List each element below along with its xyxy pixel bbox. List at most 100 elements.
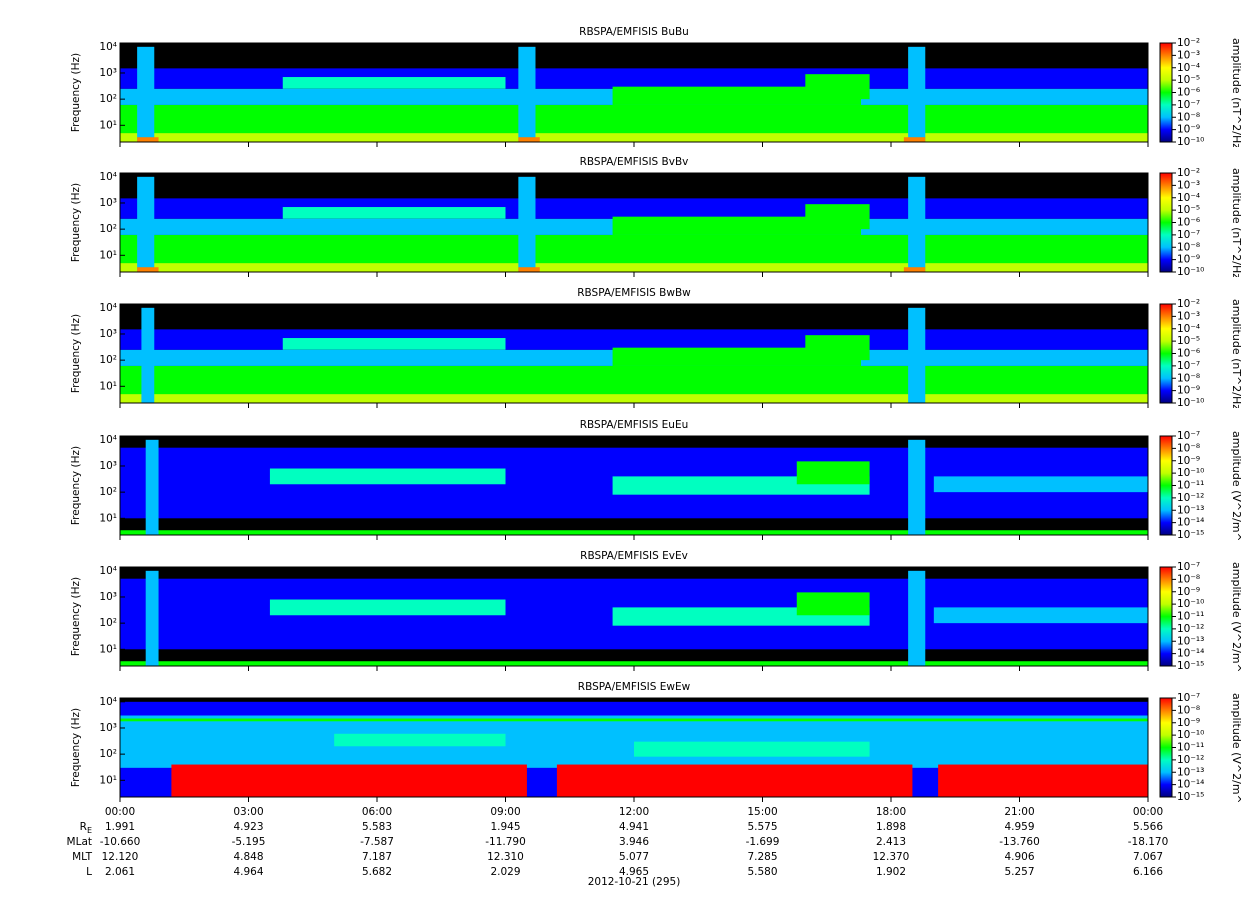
colorbar-tick-label: 10⁻¹¹ <box>1177 611 1204 623</box>
colorbar-tick-label: 10⁻⁷ <box>1177 692 1200 704</box>
colorbar-tick-label: 10⁻¹⁵ <box>1177 791 1204 803</box>
ephemeris-value: 4.923 <box>233 821 263 833</box>
panel-title: RBSPA/EMFISIS BwBw <box>577 287 691 299</box>
ephemeris-value: 1.902 <box>876 866 906 878</box>
spectral-feature <box>612 216 862 235</box>
y-axis-label: Frequency (Hz) <box>70 708 82 787</box>
colorbar-tick-label: 10⁻⁴ <box>1177 323 1200 335</box>
colorbar-tick-label: 10⁻³ <box>1177 179 1200 191</box>
y-tick-label: 10¹ <box>99 512 117 524</box>
ephemeris-value: 12.120 <box>102 851 139 863</box>
y-tick-label: 10⁴ <box>99 696 117 708</box>
panel-title: RBSPA/EMFISIS EuEu <box>580 419 689 431</box>
colorbar-tick-label: 10⁻¹⁰ <box>1177 729 1204 741</box>
ephemeris-value: 4.959 <box>1004 821 1034 833</box>
colorbar-label-clip: amplitude (nT^2/Hz) <box>1230 299 1243 414</box>
ephemeris-value: -1.699 <box>746 836 780 848</box>
x-tick-label: 06:00 <box>362 806 392 818</box>
spectral-feature <box>120 394 1148 403</box>
colorbar <box>1159 172 1173 273</box>
ephemeris-value: 1.898 <box>876 821 906 833</box>
y-tick-label: 10³ <box>99 328 117 340</box>
colorbar-tick-label: 10⁻¹⁴ <box>1177 517 1204 529</box>
spectral-feature <box>120 530 1148 535</box>
spectral-feature <box>120 329 1148 350</box>
spectral-feature <box>120 68 1148 89</box>
ephemeris-row-label: MLT <box>72 851 92 863</box>
colorbar-label: amplitude (V^2/m^2/Hz) <box>1230 431 1243 571</box>
spectral-feature <box>908 439 926 535</box>
spectral-feature <box>903 137 926 142</box>
ephemeris-value: 5.580 <box>747 866 777 878</box>
ephemeris-value: 6.166 <box>1133 866 1163 878</box>
ephemeris-value: 2.029 <box>490 866 520 878</box>
colorbar-label: amplitude (nT^2/Hz) <box>1230 168 1243 283</box>
y-tick-label: 10³ <box>99 591 117 603</box>
y-tick-label: 10² <box>99 354 117 366</box>
y-tick-label: 10¹ <box>99 119 117 131</box>
y-axis-label: Frequency (Hz) <box>70 314 82 393</box>
colorbar-label-clip: amplitude (nT^2/Hz) <box>1230 38 1243 153</box>
ephemeris-value: 4.906 <box>1004 851 1034 863</box>
y-tick-label: 10¹ <box>99 643 117 655</box>
ephemeris-label-text: MLT <box>72 851 92 863</box>
colorbar-label: amplitude (V^2/m^2/Hz) <box>1230 562 1243 702</box>
spectral-feature <box>518 176 536 272</box>
y-tick-label: 10¹ <box>99 249 117 261</box>
y-tick-label: 10⁴ <box>99 41 117 53</box>
colorbar-tick-label: 10⁻⁹ <box>1177 385 1200 397</box>
spectral-feature <box>282 207 506 219</box>
colorbar-tick-label: 10⁻¹² <box>1177 754 1204 766</box>
ephemeris-value: 5.257 <box>1004 866 1034 878</box>
y-tick-label: 10² <box>99 223 117 235</box>
spectral-feature <box>933 476 1148 493</box>
colorbar-tick-label: 10⁻⁶ <box>1177 217 1200 229</box>
colorbar-tick-label: 10⁻¹⁰ <box>1177 266 1204 278</box>
spectral-feature <box>938 764 1148 797</box>
y-tick-label: 10¹ <box>99 774 117 786</box>
spectral-feature <box>908 570 926 666</box>
colorbar-tick-label: 10⁻⁸ <box>1177 573 1200 585</box>
panel-title: RBSPA/EMFISIS BvBv <box>580 156 689 168</box>
colorbar-label: amplitude (nT^2/Hz) <box>1230 38 1243 153</box>
colorbar-tick-label: 10⁻⁷ <box>1177 561 1200 573</box>
colorbar-tick-label: 10⁻³ <box>1177 49 1200 61</box>
colorbar <box>1159 566 1173 667</box>
ephemeris-value: 4.941 <box>619 821 649 833</box>
spectral-feature <box>282 338 506 350</box>
spectral-feature <box>334 733 506 747</box>
colorbar-tick-label: 10⁻⁵ <box>1177 74 1200 86</box>
spectral-feature <box>805 204 870 230</box>
ephemeris-value: -10.660 <box>100 836 141 848</box>
spectral-feature <box>282 77 506 89</box>
ephemeris-row-label: RE <box>80 821 92 835</box>
spectral-feature <box>908 46 926 143</box>
ephemeris-value: 12.370 <box>873 851 910 863</box>
colorbar <box>1159 697 1173 798</box>
colorbar-tick-label: 10⁻⁷ <box>1177 430 1200 442</box>
ephemeris-value: 7.187 <box>362 851 392 863</box>
colorbar-tick-label: 10⁻¹¹ <box>1177 742 1204 754</box>
colorbar-tick-label: 10⁻⁸ <box>1177 372 1200 384</box>
colorbar-tick-label: 10⁻¹⁴ <box>1177 779 1204 791</box>
spectral-feature <box>137 46 155 143</box>
spectral-feature <box>805 74 870 100</box>
x-tick-label: 15:00 <box>747 806 777 818</box>
ephemeris-value: 4.965 <box>619 866 649 878</box>
colorbar-tick-label: 10⁻⁸ <box>1177 241 1200 253</box>
ephemeris-value: 5.077 <box>619 851 649 863</box>
colorbar-tick-label: 10⁻¹⁴ <box>1177 648 1204 660</box>
spectral-feature <box>137 267 159 272</box>
ephemeris-value: 1.945 <box>490 821 520 833</box>
y-tick-label: 10⁴ <box>99 171 117 183</box>
date-label: 2012-10-21 (295) <box>588 876 681 888</box>
ephemeris-value: 4.964 <box>233 866 263 878</box>
colorbar-tick-label: 10⁻⁹ <box>1177 586 1200 598</box>
colorbar-label: amplitude (nT^2/Hz) <box>1230 299 1243 414</box>
spectral-feature <box>796 592 870 616</box>
colorbar-tick-label: 10⁻¹⁰ <box>1177 598 1204 610</box>
colorbar-tick-label: 10⁻⁸ <box>1177 442 1200 454</box>
ephemeris-value: 3.946 <box>619 836 649 848</box>
y-tick-label: 10⁴ <box>99 434 117 446</box>
